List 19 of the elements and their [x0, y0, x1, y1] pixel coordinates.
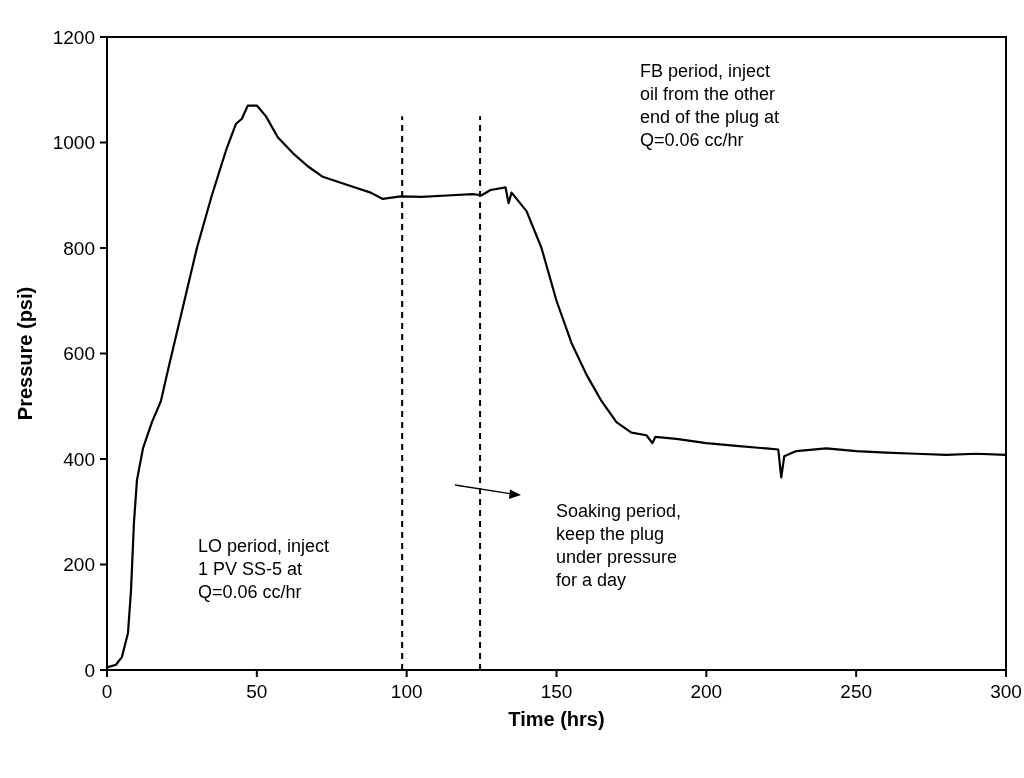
y-tick-label: 800 [63, 237, 95, 259]
y-axis-title: Pressure (psi) [14, 286, 36, 421]
y-tick-label: 0 [84, 659, 95, 681]
annotation: Soaking period, keep the plug under pressure for a day [556, 501, 682, 590]
annotation: LO period, inject 1 PV SS-5 at Q=0.06 cc/hr [198, 536, 330, 602]
y-tick-label: 1000 [52, 132, 95, 154]
x-tick-label: 300 [990, 681, 1022, 702]
x-tick-label: 100 [390, 681, 423, 702]
x-tick-label: 200 [690, 681, 723, 702]
y-tick-label: 600 [63, 343, 95, 365]
x-tick-label: 250 [840, 681, 873, 702]
y-tick-label: 200 [63, 554, 95, 576]
y-tick-label: 400 [63, 448, 95, 470]
y-tick-label: 1200 [52, 26, 95, 48]
x-tick-label: 50 [246, 681, 268, 702]
x-tick-label: 150 [540, 681, 573, 702]
x-axis-title: Time (hrs) [508, 708, 605, 730]
x-tick-label: 0 [101, 681, 113, 702]
annotation: FB period, inject oil from the other end of the plug at Q=0.06 cc/hr [640, 61, 780, 150]
